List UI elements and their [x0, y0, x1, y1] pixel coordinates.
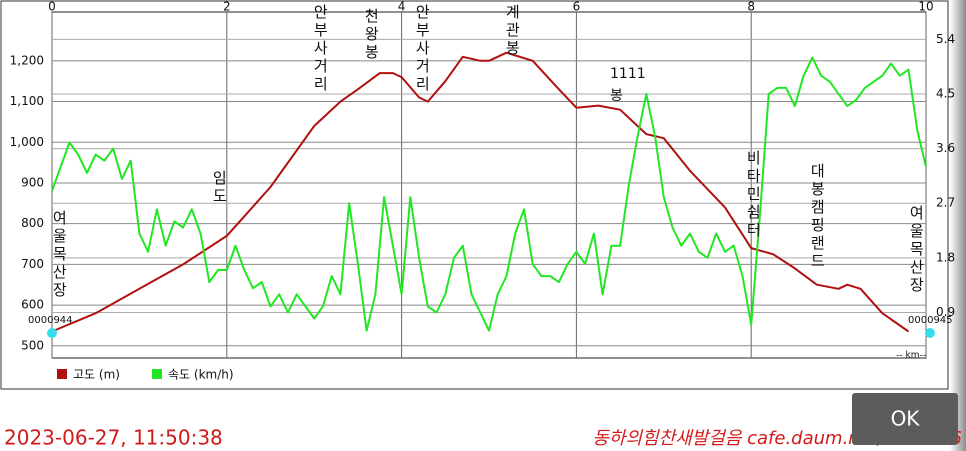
x-tick-label: 6	[573, 0, 581, 14]
y2-tick-label: 3.6	[936, 141, 955, 155]
x-tick-label: 10	[918, 0, 933, 14]
y2-tick-label: 4.5	[936, 86, 955, 100]
annotation: 1111봉	[610, 66, 646, 104]
y-tick-label: 1,200	[10, 53, 44, 67]
annotation: 여울목산장	[50, 210, 69, 300]
y2-tick-label: 0.9	[936, 305, 955, 319]
y-tick-label: 700	[21, 257, 44, 271]
end-marker	[925, 328, 935, 338]
y-tick-label: 500	[21, 338, 44, 352]
annotation: 비타민쉼터	[744, 150, 763, 240]
series-line	[51, 56, 927, 332]
x-unit-label: -- km--	[896, 351, 926, 361]
x-tick-label: 0	[48, 0, 56, 14]
y-tick-label: 600	[21, 298, 44, 312]
x-tick-label: 2	[223, 0, 231, 14]
y-tick-label: 800	[21, 216, 44, 230]
legend: 고도 (m) 속도 (km/h)	[57, 368, 234, 382]
y2-tick-label: 5.4	[936, 32, 955, 46]
x-tick-label: 4	[398, 0, 406, 14]
grid	[51, 12, 927, 358]
legend-label: 속도 (km/h)	[168, 368, 234, 382]
annotation: 여울목산장	[907, 205, 926, 295]
y-tick-label: 1,000	[10, 135, 44, 149]
series-line	[51, 51, 910, 333]
legend-swatch	[152, 369, 162, 379]
edge-shade	[950, 0, 966, 451]
timestamp: 2023-06-27, 11:50:38	[4, 426, 223, 450]
y2-tick-label: 1.8	[936, 250, 955, 264]
plot-frame	[51, 11, 927, 359]
annotation: 천왕봉	[362, 8, 381, 62]
start-marker	[47, 328, 57, 338]
legend-swatch	[57, 369, 67, 379]
ok-button[interactable]	[852, 393, 958, 445]
series-layer	[51, 51, 927, 333]
y2-tick-label: 2.7	[936, 196, 955, 210]
x-tick-label: 8	[747, 0, 755, 14]
annotation: 안부사거리	[413, 4, 432, 94]
legend-label: 고도 (m)	[73, 368, 120, 382]
annotation: 계관봉	[503, 4, 522, 58]
ok-button-label[interactable]: OK	[891, 407, 921, 431]
annotation: 0000945	[908, 315, 953, 326]
chart-frame	[0, 0, 949, 390]
annotation: 임도	[210, 170, 229, 206]
annotation: 대봉캠핑랜드	[808, 163, 827, 271]
annotation: 0000944	[28, 315, 73, 326]
y-tick-label: 900	[21, 175, 44, 189]
annotation: 안부사거리	[311, 4, 330, 94]
y-tick-label: 1,100	[10, 94, 44, 108]
